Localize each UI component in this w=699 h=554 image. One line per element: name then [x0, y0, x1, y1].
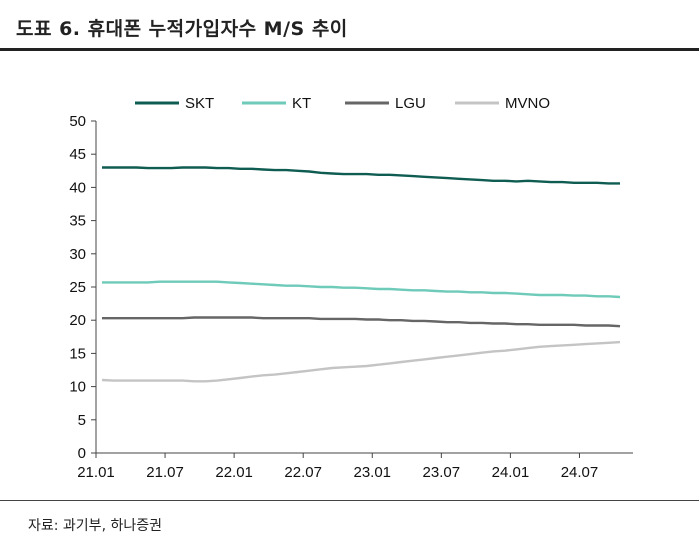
y-tick-label: 5 — [78, 412, 86, 429]
series-line-lgu — [102, 316, 621, 328]
chart-title: 도표 6. 휴대폰 누적가입자수 M/S 추이 — [16, 18, 348, 40]
axes: 0 5 10 15 20 25 30 35 40 45 50 21.01 21.07 22.01 22.07… — [69, 113, 633, 481]
y-tick-label: 0 — [78, 445, 86, 462]
legend-label-mvno: MVNO — [505, 95, 550, 112]
y-tick-label: 35 — [69, 213, 86, 230]
x-tick-label: 23.07 — [423, 464, 461, 481]
x-tick-label: 24.07 — [561, 464, 599, 481]
y-tick-label: 20 — [69, 312, 86, 329]
series-line-skt — [102, 166, 620, 185]
y-tick-label: 50 — [69, 113, 86, 130]
legend: SKT KT LGU MVNO — [135, 95, 550, 112]
legend-label-skt: SKT — [185, 95, 214, 112]
series-line-kt — [102, 280, 621, 299]
y-tick-label: 25 — [69, 279, 86, 296]
footer-rule — [0, 500, 699, 501]
x-tick-label: 21.07 — [146, 464, 184, 481]
y-tick-label: 40 — [69, 179, 86, 196]
source-note: 자료: 과기부, 하나증권 — [28, 518, 162, 534]
y-tick-label: 30 — [69, 246, 86, 263]
line-chart: 0 5 10 15 20 25 30 35 40 45 50 21.01 21.07 22.01 22.07… — [69, 95, 633, 481]
x-tick-label: 24.01 — [492, 464, 530, 481]
series-layer — [101, 166, 621, 383]
x-tick-label: 23.01 — [353, 464, 391, 481]
legend-label-kt: KT — [292, 95, 311, 112]
y-tick-label: 15 — [69, 345, 86, 362]
y-tick-label: 45 — [69, 146, 86, 163]
x-tick-label: 22.01 — [215, 464, 253, 481]
x-tick-label: 22.07 — [284, 464, 322, 481]
y-tick-label: 10 — [69, 379, 86, 396]
x-tick-label: 21.01 — [77, 464, 115, 481]
legend-label-lgu: LGU — [395, 95, 426, 112]
title-rule — [0, 48, 699, 51]
series-line-mvno — [101, 340, 621, 383]
